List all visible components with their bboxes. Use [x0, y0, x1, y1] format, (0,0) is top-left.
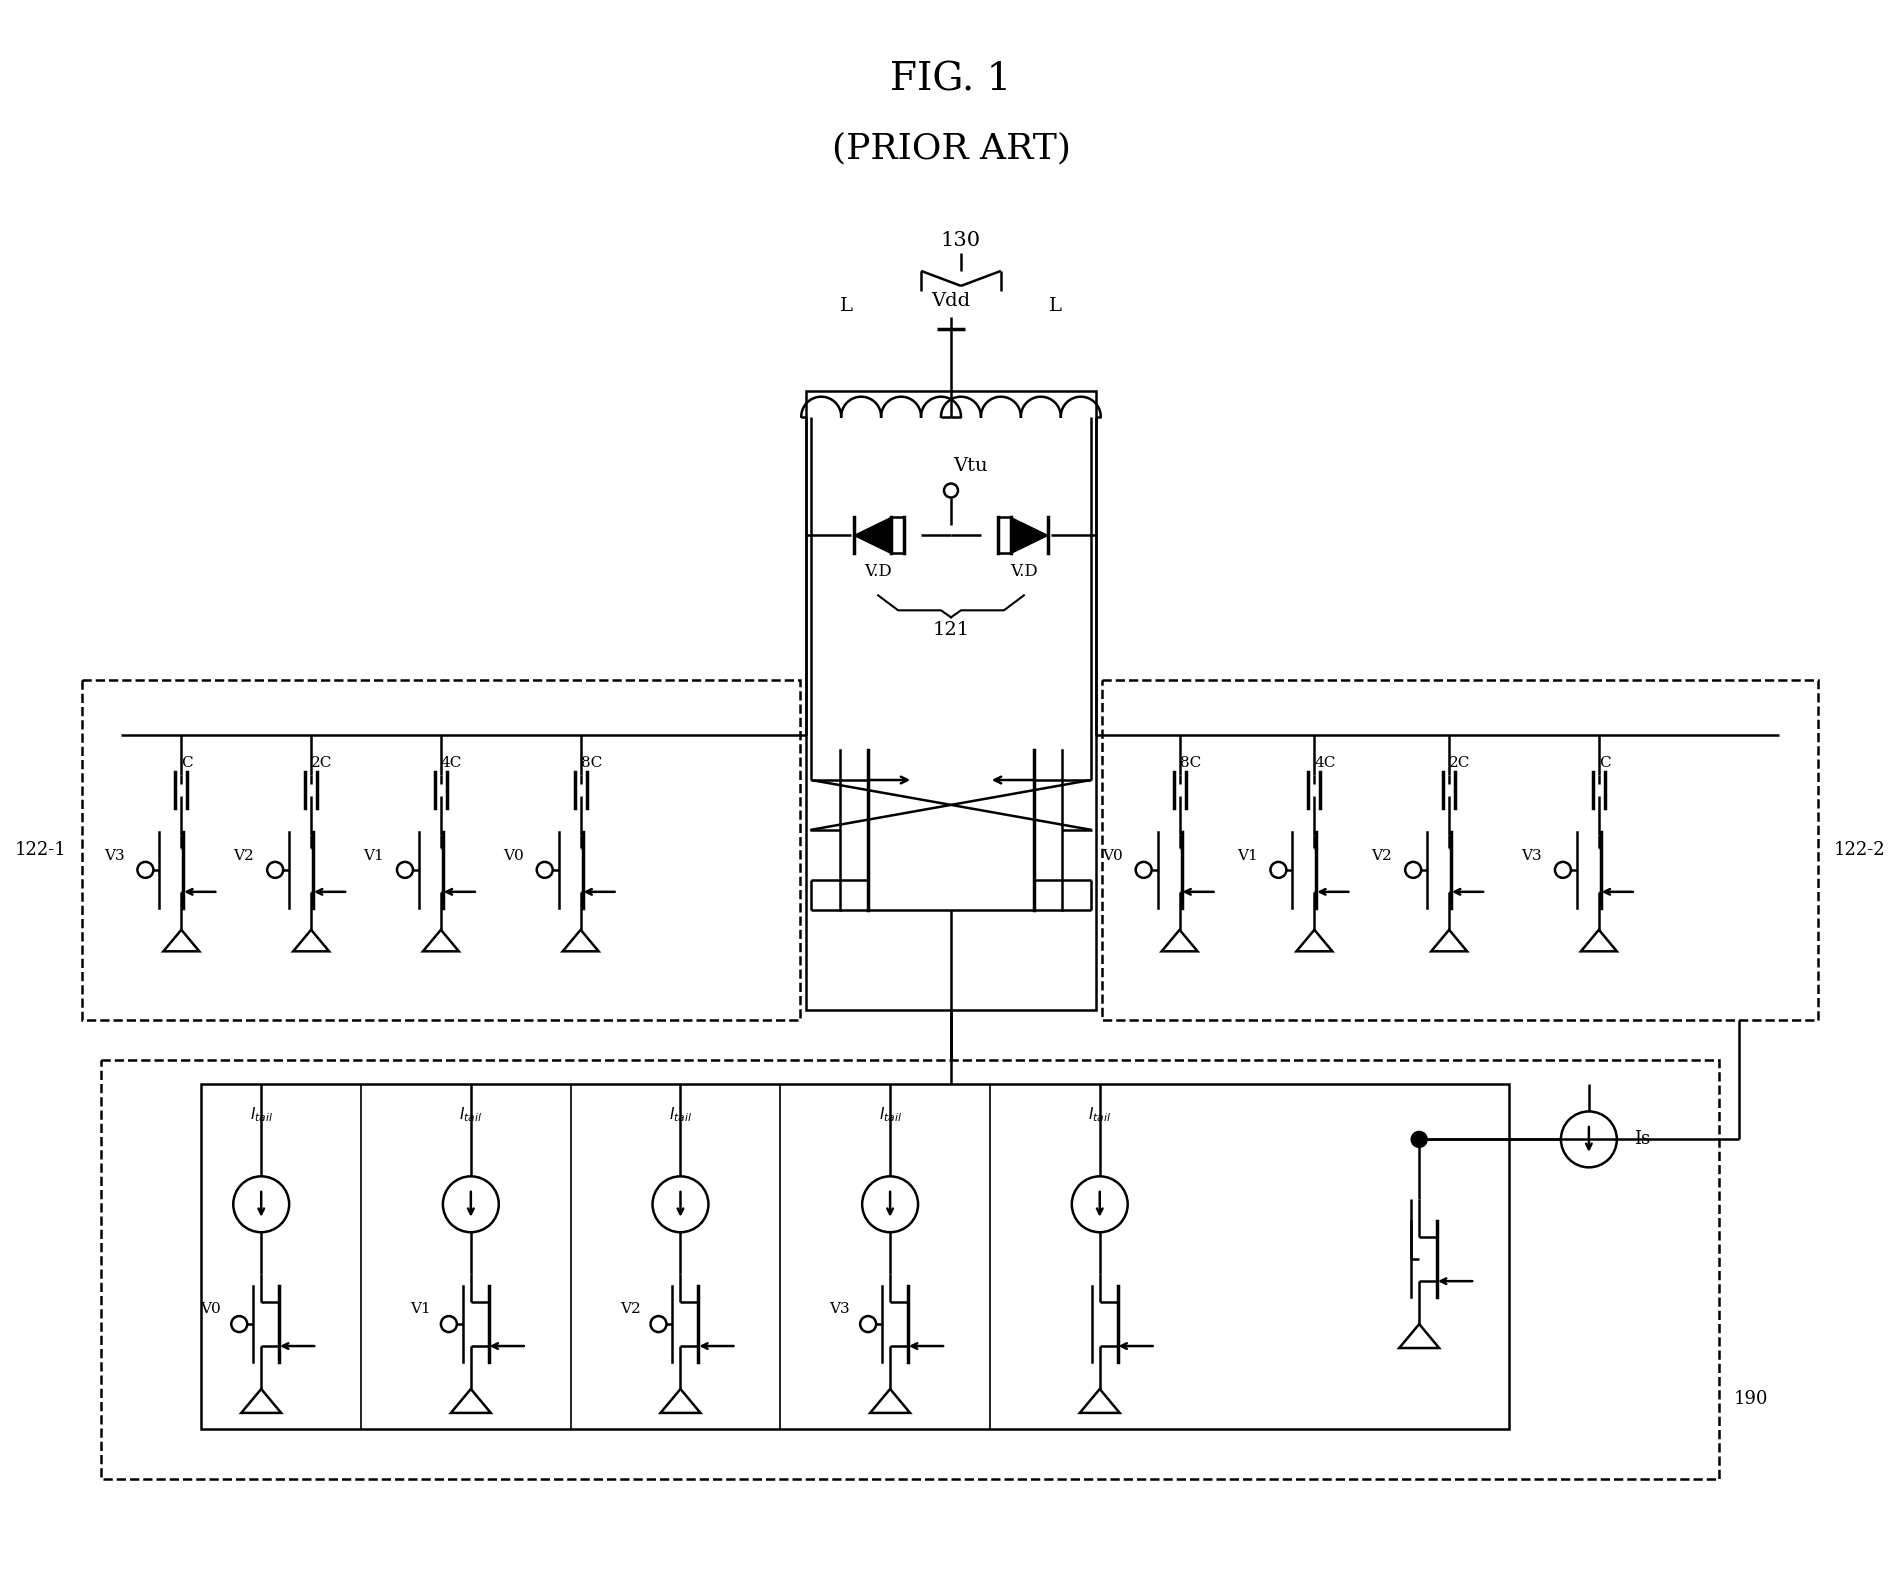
Polygon shape [854, 518, 892, 553]
Text: FIG. 1: FIG. 1 [890, 62, 1012, 99]
Bar [1101, 680, 1818, 1020]
Text: 121: 121 [932, 621, 970, 639]
Text: V.D: V.D [864, 564, 892, 580]
Text: V1: V1 [363, 849, 384, 863]
Text: $I_{tail}$: $I_{tail}$ [1088, 1106, 1111, 1125]
Bar [806, 391, 1096, 1009]
Text: $I_{tail}$: $I_{tail}$ [458, 1106, 483, 1125]
Text: 130: 130 [941, 232, 981, 251]
Text: 122-1: 122-1 [15, 841, 67, 860]
Text: 4C: 4C [441, 756, 462, 771]
Text: V0: V0 [502, 849, 523, 863]
Text: 4C: 4C [1314, 756, 1335, 771]
Text: L: L [1050, 297, 1063, 315]
Text: 8C: 8C [580, 756, 601, 771]
Bar [202, 1084, 1508, 1429]
Circle shape [1411, 1131, 1426, 1147]
Text: 122-2: 122-2 [1834, 841, 1885, 860]
Text: $I_{tail}$: $I_{tail}$ [249, 1106, 272, 1125]
Text: V1: V1 [1236, 849, 1257, 863]
Text: 190: 190 [1733, 1390, 1769, 1408]
Text: 2C: 2C [312, 756, 333, 771]
Text: V3: V3 [1522, 849, 1543, 863]
Text: V3: V3 [829, 1301, 850, 1316]
Text: V3: V3 [105, 849, 124, 863]
Text: (PRIOR ART): (PRIOR ART) [831, 132, 1071, 165]
Text: V2: V2 [234, 849, 255, 863]
Text: V0: V0 [200, 1301, 221, 1316]
Polygon shape [1010, 518, 1048, 553]
Text: C: C [1600, 756, 1611, 771]
Text: V2: V2 [620, 1301, 641, 1316]
Text: V2: V2 [1371, 849, 1392, 863]
Text: Vdd: Vdd [932, 292, 970, 310]
Text: Vtu: Vtu [953, 456, 989, 475]
Text: 2C: 2C [1449, 756, 1470, 771]
Text: V.D: V.D [1010, 564, 1038, 580]
Text: $I_{tail}$: $I_{tail}$ [670, 1106, 692, 1125]
Text: C: C [181, 756, 192, 771]
Bar [82, 680, 801, 1020]
Text: Is: Is [1634, 1130, 1649, 1149]
Text: V1: V1 [411, 1301, 432, 1316]
Text: $I_{tail}$: $I_{tail}$ [879, 1106, 902, 1125]
Bar [101, 1060, 1719, 1479]
Text: V0: V0 [1101, 849, 1122, 863]
Text: L: L [839, 297, 852, 315]
Text: 8C: 8C [1179, 756, 1200, 771]
